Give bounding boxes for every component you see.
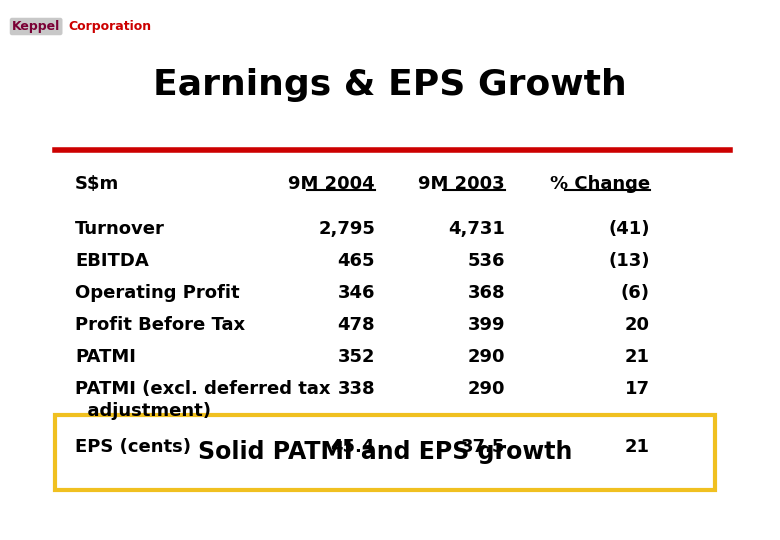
Text: 478: 478 xyxy=(338,316,375,334)
Text: Operating Profit: Operating Profit xyxy=(75,284,239,302)
Text: % Change: % Change xyxy=(550,175,650,193)
Text: 536: 536 xyxy=(467,252,505,270)
Text: Keppel: Keppel xyxy=(12,20,60,33)
Text: 9M 2003: 9M 2003 xyxy=(418,175,505,193)
Text: 290: 290 xyxy=(467,348,505,366)
Text: 352: 352 xyxy=(338,348,375,366)
Text: 37.5: 37.5 xyxy=(461,438,505,456)
Text: 4,731: 4,731 xyxy=(448,220,505,238)
Text: (13): (13) xyxy=(608,252,650,270)
Text: Turnover: Turnover xyxy=(75,220,165,238)
Text: PATMI (excl. deferred tax: PATMI (excl. deferred tax xyxy=(75,380,331,398)
Text: 338: 338 xyxy=(338,380,375,398)
Text: 9M 2004: 9M 2004 xyxy=(289,175,375,193)
Text: adjustment): adjustment) xyxy=(75,402,211,420)
Text: Solid PATMI and EPS growth: Solid PATMI and EPS growth xyxy=(198,441,573,464)
Text: 290: 290 xyxy=(467,380,505,398)
FancyBboxPatch shape xyxy=(55,415,715,490)
Text: 2,795: 2,795 xyxy=(318,220,375,238)
Text: Earnings & EPS Growth: Earnings & EPS Growth xyxy=(153,68,627,102)
Text: 17: 17 xyxy=(625,380,650,398)
Text: 465: 465 xyxy=(338,252,375,270)
Text: (6): (6) xyxy=(621,284,650,302)
Text: EBITDA: EBITDA xyxy=(75,252,149,270)
Text: Profit Before Tax: Profit Before Tax xyxy=(75,316,245,334)
Text: 346: 346 xyxy=(338,284,375,302)
Text: S$m: S$m xyxy=(75,175,119,193)
Text: PATMI: PATMI xyxy=(75,348,136,366)
Text: EPS (cents): EPS (cents) xyxy=(75,438,191,456)
Text: 45.4: 45.4 xyxy=(331,438,375,456)
Text: 20: 20 xyxy=(625,316,650,334)
Text: 21: 21 xyxy=(625,348,650,366)
Text: 21: 21 xyxy=(625,438,650,456)
Text: Corporation: Corporation xyxy=(68,20,151,33)
Text: 399: 399 xyxy=(467,316,505,334)
Text: (41): (41) xyxy=(608,220,650,238)
Text: 368: 368 xyxy=(467,284,505,302)
